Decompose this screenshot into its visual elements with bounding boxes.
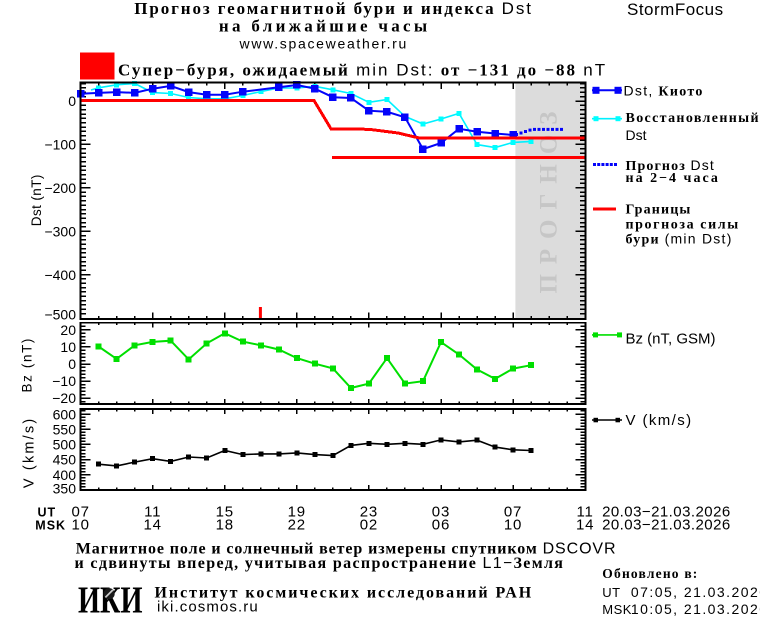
- svg-text:20.03−21.03.2026: 20.03−21.03.2026: [602, 504, 731, 521]
- svg-text:StormFocus: StormFocus: [627, 0, 724, 19]
- svg-text:−300: −300: [44, 223, 76, 239]
- svg-text:06: 06: [432, 517, 450, 534]
- svg-text:Dst, Киото: Dst, Киото: [624, 83, 704, 100]
- svg-text:UT: UT: [602, 585, 620, 600]
- svg-text:UT: UT: [38, 506, 57, 520]
- svg-text:−500: −500: [44, 307, 76, 323]
- svg-text:MSK: MSK: [35, 519, 66, 533]
- svg-text:0: 0: [68, 356, 76, 372]
- svg-text:Границы: Границы: [626, 203, 692, 218]
- svg-text:Dst: Dst: [626, 127, 647, 143]
- svg-text:20.03−21.03.2026: 20.03−21.03.2026: [602, 517, 731, 534]
- svg-text:Dst (nT): Dst (nT): [29, 174, 44, 226]
- svg-text:ИКИ: ИКИ: [78, 580, 143, 620]
- svg-text:бури (min Dst): бури (min Dst): [626, 230, 733, 247]
- svg-text:ПРОГНОЗ: ПРОГНОЗ: [535, 101, 562, 293]
- svg-text:Прогноз Dst: Прогноз Dst: [626, 157, 715, 174]
- svg-text:11: 11: [577, 504, 594, 521]
- svg-text:−20: −20: [52, 390, 76, 406]
- svg-text:23: 23: [360, 504, 378, 521]
- svg-text:10: 10: [60, 339, 76, 355]
- svg-text:и сдвинуты вперед, учитывая ра: и сдвинуты вперед, учитывая распростране…: [75, 555, 565, 572]
- svg-text:18: 18: [216, 517, 234, 534]
- svg-text:450: 450: [53, 452, 77, 468]
- svg-text:−10: −10: [52, 373, 76, 389]
- svg-text:03: 03: [432, 504, 450, 521]
- svg-text:−100: −100: [44, 137, 76, 153]
- svg-text:14: 14: [144, 517, 162, 534]
- svg-text:MSK: MSK: [602, 602, 632, 617]
- svg-text:Магнитное поле и солнечный вет: Магнитное поле и солнечный ветер измерен…: [76, 541, 617, 558]
- svg-text:−200: −200: [44, 180, 76, 196]
- svg-text:на ближайшие часы: на ближайшие часы: [219, 17, 431, 36]
- svg-text:02: 02: [360, 517, 378, 534]
- svg-text:на 2−4 часа: на 2−4 часа: [626, 171, 720, 186]
- svg-text:07: 07: [504, 504, 522, 521]
- svg-text:Прогноз геомагнитной бури и ин: Прогноз геомагнитной бури и индекса Dst: [134, 0, 533, 18]
- svg-text:10: 10: [71, 517, 89, 534]
- svg-text:Обновлено в:: Обновлено в:: [602, 566, 698, 581]
- svg-text:0: 0: [68, 93, 76, 109]
- svg-text:20: 20: [60, 322, 76, 338]
- svg-text:11: 11: [144, 504, 161, 521]
- svg-text:прогноза силы: прогноза силы: [626, 218, 740, 233]
- svg-text:10: 10: [504, 517, 522, 534]
- svg-text:Bz (nT, GSM): Bz (nT, GSM): [626, 331, 716, 348]
- svg-text:22: 22: [288, 517, 306, 534]
- svg-text:iki.cosmos.ru: iki.cosmos.ru: [157, 599, 259, 616]
- svg-text:−400: −400: [44, 267, 76, 283]
- svg-text:07:05, 21.03.2026: 07:05, 21.03.2026: [631, 584, 760, 600]
- svg-text:Bz (nT): Bz (nT): [19, 337, 34, 392]
- svg-text:V (km/s): V (km/s): [626, 412, 693, 429]
- svg-text:400: 400: [53, 467, 77, 483]
- svg-text:19: 19: [288, 504, 306, 521]
- svg-text:V (km/s): V (km/s): [22, 417, 38, 489]
- svg-text:10:05, 21.03.2026: 10:05, 21.03.2026: [631, 601, 760, 617]
- svg-text:Восстановленный: Восстановленный: [626, 111, 760, 126]
- svg-text:14: 14: [576, 517, 594, 534]
- svg-text:Институт космических исследова: Институт космических исследований РАН: [155, 585, 534, 602]
- svg-text:350: 350: [53, 481, 77, 497]
- svg-text:550: 550: [53, 421, 77, 437]
- svg-text:Супер−буря, ожидаемый min Dst:: Супер−буря, ожидаемый min Dst: от −131 д…: [118, 61, 607, 80]
- svg-text:www.spaceweather.ru: www.spaceweather.ru: [239, 36, 408, 52]
- svg-text:15: 15: [216, 504, 234, 521]
- svg-text:600: 600: [53, 407, 77, 423]
- svg-text:07: 07: [71, 504, 89, 521]
- svg-text:500: 500: [53, 437, 77, 453]
